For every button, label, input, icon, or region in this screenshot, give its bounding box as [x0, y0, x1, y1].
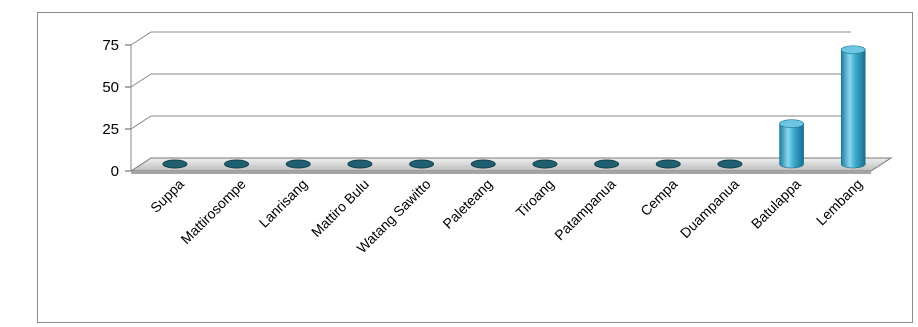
floor-edge: [131, 171, 871, 174]
category-label: Tiroang: [513, 176, 558, 221]
bar: [594, 159, 620, 169]
chart-frame: 0 25 50 75 Suppa Mattirosompe Lanrisang Mattir…: [37, 12, 913, 323]
bar: [717, 159, 743, 169]
bar-body: [779, 123, 804, 169]
bar-body: [840, 49, 866, 169]
category-label: Batulappa: [748, 176, 804, 232]
bar-cap: [409, 159, 435, 169]
y-tick-label: 50: [102, 79, 119, 96]
category-label: Duampanua: [677, 176, 742, 241]
category-label: Lanrisang: [256, 176, 311, 231]
bar-top: [840, 45, 866, 55]
category-label: Lembang: [813, 176, 866, 229]
bar: [840, 45, 866, 169]
bar-cap: [285, 159, 311, 169]
bar: [470, 159, 496, 169]
category-label: Patampanua: [551, 176, 619, 244]
bar: [162, 159, 188, 169]
bar-cap: [717, 159, 743, 169]
bar-cap: [470, 159, 496, 169]
bars: [162, 45, 866, 169]
gridline: [130, 73, 851, 88]
bar-cap: [655, 159, 681, 169]
bar-cap: [347, 159, 373, 169]
bar-cap: [162, 159, 188, 169]
category-label: Cempa: [637, 176, 680, 219]
bar: [224, 159, 250, 169]
bar: [409, 159, 435, 169]
gridline: [130, 31, 851, 46]
gridline: [130, 115, 851, 130]
y-tick-label: 25: [102, 121, 119, 138]
bar-cap: [224, 159, 250, 169]
chart-floor: [129, 157, 893, 174]
bar: [347, 159, 373, 169]
bar-cap: [594, 159, 620, 169]
bar: [285, 159, 311, 169]
category-label: Paleteang: [439, 176, 495, 232]
bar: [655, 159, 681, 169]
y-tick-label: 0: [111, 163, 119, 180]
bar: [532, 159, 558, 169]
category-label: Suppa: [147, 176, 187, 216]
bar: [779, 119, 804, 169]
grid-layer: [130, 31, 851, 130]
y-tick-label: 75: [102, 37, 119, 54]
category-label: Mattirosompe: [177, 176, 248, 247]
y-axis: 0 25 50 75: [102, 37, 132, 180]
category-label: Mattiro Bulu: [308, 176, 372, 240]
bar-top: [779, 119, 804, 128]
bar-cap: [532, 159, 558, 169]
